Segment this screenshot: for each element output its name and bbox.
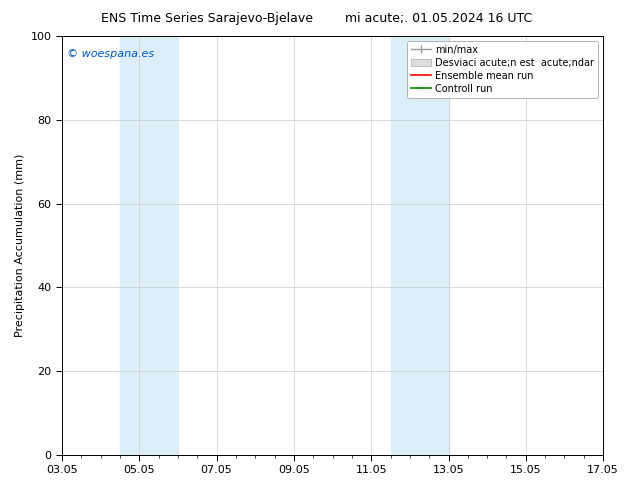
Y-axis label: Precipitation Accumulation (mm): Precipitation Accumulation (mm) [15,154,25,337]
Legend: min/max, Desviaci acute;n est  acute;ndar, Ensemble mean run, Controll run: min/max, Desviaci acute;n est acute;ndar… [407,41,598,98]
Text: © woespana.es: © woespana.es [67,49,155,59]
Bar [391,36,448,455]
Bar [120,36,178,455]
Text: ENS Time Series Sarajevo-Bjelave        mi acute;. 01.05.2024 16 UTC: ENS Time Series Sarajevo-Bjelave mi acut… [101,12,533,25]
